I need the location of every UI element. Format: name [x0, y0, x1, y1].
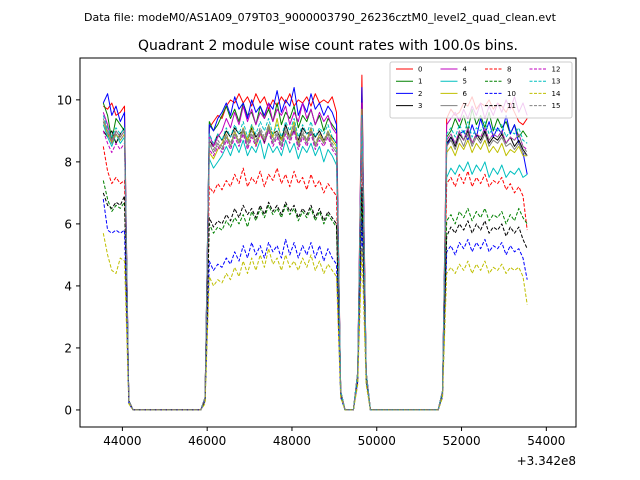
- chart-title: Quadrant 2 module wise count rates with …: [138, 38, 518, 54]
- legend-box: [389, 61, 573, 119]
- y-tick-label: 6: [64, 217, 72, 231]
- series-line-0: [103, 74, 528, 411]
- y-axis: 0 2 4 6 8 10: [57, 93, 80, 417]
- x-offset-label: +3.342e8: [517, 454, 576, 468]
- legend-label-0: 0: [418, 66, 422, 74]
- chart-suptitle: Data file: modeM0/AS1A09_079T03_90000037…: [84, 11, 557, 24]
- x-tick-label: 54000: [527, 434, 565, 448]
- series-line-7: [102, 118, 528, 411]
- legend-label-14: 14: [552, 90, 561, 98]
- legend-label-12: 12: [552, 66, 561, 74]
- legend-label-9: 9: [507, 78, 511, 86]
- x-tick-label: 46000: [188, 434, 226, 448]
- legend-label-8: 8: [507, 66, 511, 74]
- legend-label-1: 1: [418, 78, 422, 86]
- series-line-13: [102, 114, 528, 411]
- y-tick-label: 8: [64, 155, 72, 169]
- series-line-8: [102, 146, 528, 411]
- legend-label-7: 7: [463, 102, 467, 110]
- legend-label-3: 3: [418, 102, 422, 110]
- y-tick-label: 4: [64, 279, 72, 293]
- plot-frame: [79, 57, 577, 428]
- series-line-3: [102, 124, 528, 411]
- legend-label-10: 10: [507, 90, 516, 98]
- series-line-5: [102, 124, 528, 411]
- legend-label-15: 15: [552, 102, 561, 110]
- series-line-9: [102, 180, 528, 411]
- x-tick-label: 44000: [103, 434, 141, 448]
- series-line-14: [102, 233, 528, 411]
- y-tick-label: 10: [57, 93, 72, 107]
- legend-label-11: 11: [507, 102, 516, 110]
- x-axis: 44000 46000 48000 50000 52000 54000: [103, 427, 565, 448]
- series-line-10: [102, 199, 528, 411]
- legend-label-5: 5: [463, 78, 467, 86]
- x-tick-label: 50000: [358, 434, 396, 448]
- series-line-12: [102, 124, 528, 411]
- legend-label-2: 2: [418, 90, 422, 98]
- y-tick-label: 2: [64, 341, 72, 355]
- x-tick-label: 52000: [442, 434, 480, 448]
- series-line-15: [102, 118, 528, 411]
- series-layer: [102, 74, 528, 411]
- legend-label-4: 4: [463, 66, 468, 74]
- x-tick-label: 48000: [273, 434, 311, 448]
- legend-label-6: 6: [463, 90, 468, 98]
- legend-label-13: 13: [552, 78, 561, 86]
- y-tick-label: 0: [64, 403, 72, 417]
